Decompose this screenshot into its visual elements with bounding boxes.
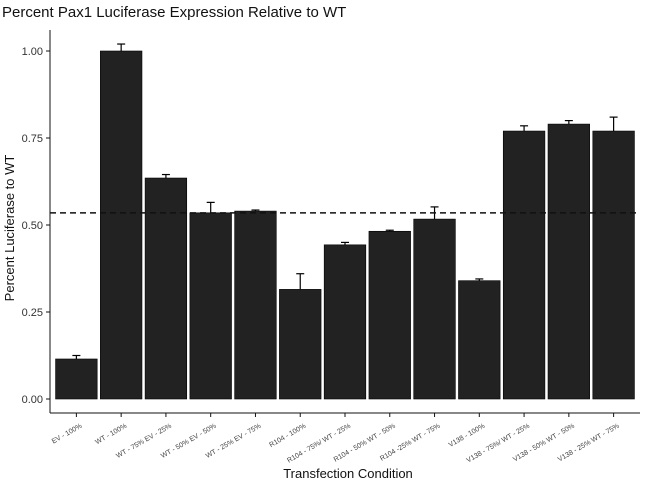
bar: [502, 130, 546, 400]
x-tick-label: R104 - 100%: [268, 423, 307, 449]
bar: [458, 280, 501, 400]
bar: [279, 289, 322, 400]
bar: [144, 177, 188, 400]
bar: [55, 358, 98, 400]
y-tick-label: 1.00: [22, 46, 43, 58]
y-tick-label: 0.75: [22, 133, 43, 145]
y-axis-ticks: 0.00 0.25 0.50 0.75 1.00: [22, 46, 50, 406]
x-tick-label: EV - 100%: [51, 423, 83, 446]
bar: [368, 230, 411, 400]
bar: [189, 212, 232, 400]
y-tick-label: 0.50: [22, 220, 43, 232]
bars-group: [55, 50, 635, 400]
bar: [234, 210, 277, 400]
x-tick-label: WT - 100%: [94, 423, 128, 447]
bar: [323, 244, 367, 400]
error-bars-group: [72, 43, 618, 359]
bar: [547, 123, 590, 400]
x-axis-title: Transfection Condition: [283, 466, 413, 481]
bar: [413, 218, 456, 400]
x-tick-label: V138 - 100%: [448, 423, 487, 449]
y-axis-title: Percent Luciferase to WT: [2, 155, 17, 302]
x-axis-tick-labels: EV - 100% WT - 100%WT - 75% EV - 25%WT - …: [51, 413, 621, 465]
bar: [592, 130, 635, 400]
chart-title: Percent Pax1 Luciferase Expression Relat…: [2, 4, 346, 21]
bar: [100, 50, 143, 400]
y-tick-label: 0.25: [22, 307, 43, 319]
y-tick-label: 0.00: [22, 394, 43, 406]
